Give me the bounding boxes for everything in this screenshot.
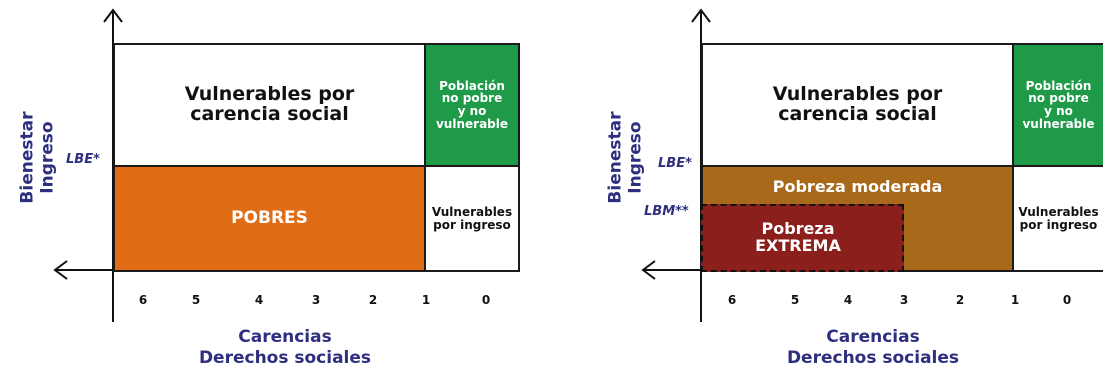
left-vulnerables-carencia-box (113, 43, 426, 167)
right-vulnerables-ingreso-label: Vulnerables por ingreso (1018, 204, 1099, 232)
left-tick: 6 (138, 293, 148, 307)
left-y-title: Bienestar Ingreso (17, 93, 57, 223)
right-moderada-label: Pobreza moderada (772, 176, 943, 196)
right-y-title-2: Ingreso (625, 121, 645, 194)
left-x-title: Carencias Derechos sociales (175, 327, 395, 370)
right-tick: 6 (727, 293, 737, 307)
right-lbe-label: LBE* (658, 156, 692, 171)
left-diagram: Vulnerables por carencia social Població… (0, 0, 545, 377)
right-lbm-label: LBM** (644, 204, 689, 219)
right-vulnerables-carencia-label: Vulnerables por carencia social (772, 83, 943, 125)
right-x-title: Carencias Derechos sociales (763, 327, 983, 370)
left-y-title-1: Bienestar (17, 111, 38, 204)
right-tick: 5 (790, 293, 800, 307)
left-tick: 5 (191, 293, 201, 307)
left-tick: 2 (368, 293, 378, 307)
left-lbe-label: LBE* (66, 152, 100, 167)
left-y-title-2: Ingreso (37, 121, 57, 194)
right-extrema-label: Pobreza EXTREMA (755, 219, 841, 255)
left-tick: 0 (481, 293, 491, 307)
right-no-pobre-box (1012, 43, 1103, 167)
left-x-title-1: Carencias (238, 327, 332, 347)
left-vulnerables-ingreso-box (424, 165, 520, 272)
right-tick: 3 (899, 293, 909, 307)
right-tick: 4 (843, 293, 853, 307)
right-tick: 2 (955, 293, 965, 307)
right-x-title-1: Carencias (826, 327, 920, 347)
left-vulnerables-ingreso-label: Vulnerables por ingreso (431, 204, 513, 232)
right-y-title: Bienestar Ingreso (605, 93, 645, 223)
left-x-title-2: Derechos sociales (198, 348, 372, 369)
right-x-title-2: Derechos sociales (786, 348, 960, 369)
right-tick: 1 (1010, 293, 1020, 307)
left-no-pobre-box (424, 43, 520, 167)
right-extrema-box (701, 204, 904, 272)
left-no-pobre-label: Población no pobre y no vulnerable (435, 78, 509, 131)
right-diagram: Vulnerables por carencia social Població… (588, 0, 1103, 377)
left-pobres-label: POBRES (231, 207, 308, 228)
left-vulnerables-carencia-label: Vulnerables por carencia social (184, 83, 355, 125)
left-pobres-box (113, 165, 426, 272)
right-tick: 0 (1062, 293, 1072, 307)
right-vulnerables-ingreso-box (1012, 165, 1103, 272)
right-y-title-1: Bienestar (605, 111, 626, 204)
left-tick: 3 (311, 293, 321, 307)
left-tick: 4 (254, 293, 264, 307)
left-tick: 1 (421, 293, 431, 307)
right-no-pobre-label: Población no pobre y no vulnerable (1022, 78, 1095, 131)
